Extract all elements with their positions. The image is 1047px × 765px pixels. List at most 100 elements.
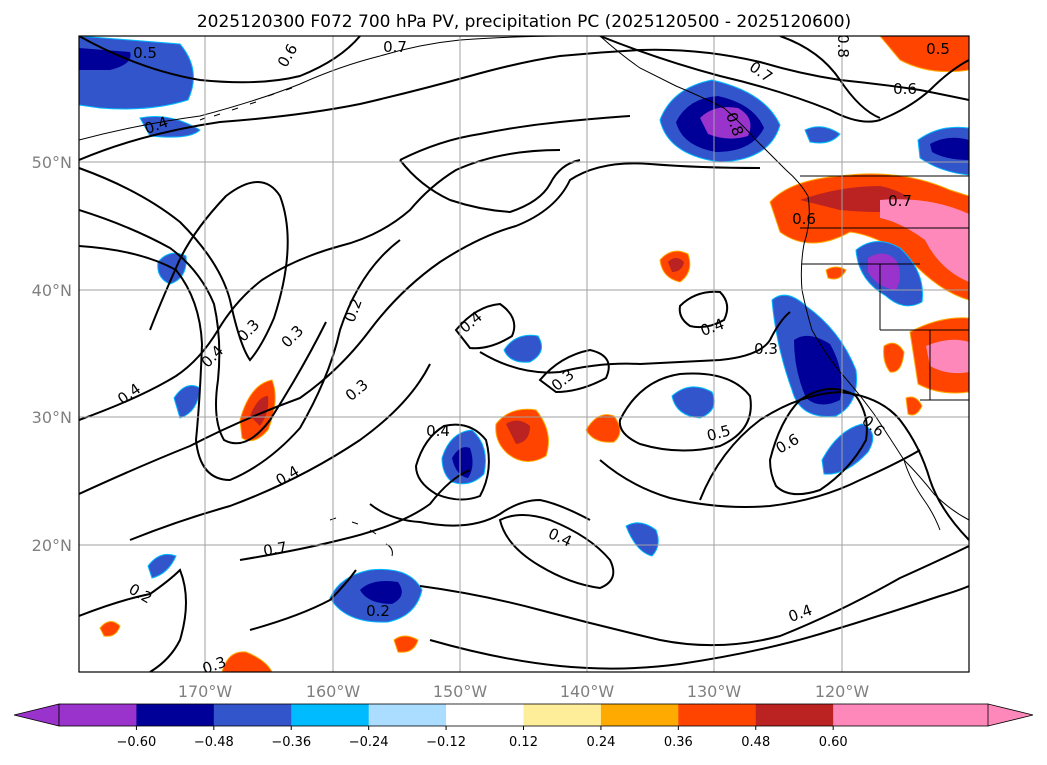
pv-contour (129, 363, 431, 541)
lon-tick-label: 150°W (433, 682, 488, 701)
colorbar-cell (59, 704, 137, 726)
colorbar-cell (368, 704, 447, 726)
pv-contour (79, 209, 327, 445)
colorbar: −0.60 −0.48 −0.36 −0.24 −0.12 0.12 0.24 0.36 0.4… (13, 703, 1034, 750)
pv-contour (779, 36, 881, 119)
precip-positive-region (905, 396, 923, 416)
precip-positive-core (668, 258, 684, 272)
pv-contours (79, 36, 969, 672)
colorbar-tick-label: −0.36 (271, 735, 311, 750)
lat-tick-label: 40°N (32, 281, 72, 300)
pv-contour (79, 162, 761, 495)
colorbar-cell (446, 704, 524, 726)
alaska-coast (79, 36, 561, 141)
pv-contour (454, 302, 516, 350)
precip-shading (79, 36, 969, 672)
aleutian-islands (199, 87, 293, 121)
colorbar-cells (59, 704, 989, 726)
colorbar-tick-label: −0.24 (349, 735, 389, 750)
lon-tick-label: 140°W (560, 682, 615, 701)
lon-tick-label: 120°W (815, 682, 870, 701)
pv-contour (79, 239, 401, 482)
pv-contour (699, 390, 969, 541)
colorbar-over-triangle (987, 703, 1034, 727)
pv-contour (249, 569, 357, 631)
colorbar-tick-label: 0.12 (509, 735, 538, 750)
contour-label: 0.8 (834, 34, 852, 58)
lon-tick-label: 160°W (306, 682, 361, 701)
pv-contour (369, 498, 591, 527)
pv-contour (414, 423, 490, 501)
contour-label: 0.2 (366, 602, 390, 620)
baja-coast (903, 459, 941, 531)
pv-contour (419, 545, 969, 647)
precip-positive-core (250, 396, 269, 426)
contour-label: 0.7 (888, 192, 912, 210)
precip-positive-region (99, 621, 121, 637)
map-frame (78, 35, 970, 673)
colorbar-cell (678, 704, 757, 726)
contour-label: 0.6 (792, 210, 816, 228)
pv-contour (79, 149, 561, 421)
coastlines (79, 36, 969, 557)
contour-label: 0.7 (262, 538, 289, 560)
precip-negative-region (503, 334, 543, 363)
precip-positive-region (883, 342, 905, 373)
lat-ticks: 50°N 40°N 30°N 20°N (32, 153, 72, 555)
precip-negative-core (360, 581, 402, 604)
colorbar-tick-label: 0.48 (741, 735, 770, 750)
pv-contour (79, 167, 289, 362)
colorbar-ticks: −0.60 −0.48 −0.36 −0.24 −0.12 0.12 0.24 0.36 0.4… (116, 726, 848, 750)
colorbar-under-triangle (13, 703, 60, 727)
lon-tick-label: 170°W (178, 682, 233, 701)
pv-contour (618, 372, 752, 452)
colorbar-cell (910, 704, 989, 726)
precip-strong-negative (700, 107, 751, 139)
colorbar-tick-label: 0.24 (586, 735, 615, 750)
pv-contour (399, 115, 631, 161)
colorbar-cell (523, 704, 602, 726)
precip-strong-negative (868, 253, 900, 290)
pv-contour (479, 311, 791, 374)
lon-ticks: 170°W 160°W 150°W 140°W 130°W 120°W (178, 682, 870, 701)
contour-label: 0.5 (926, 40, 950, 58)
pv-contour (538, 348, 610, 394)
graticule (79, 36, 969, 672)
alaska-coast (599, 36, 809, 197)
colorbar-tick-label: 0.36 (664, 735, 693, 750)
precip-negative-core (79, 48, 131, 70)
contour-label: 0.6 (893, 80, 917, 98)
pv-contour (79, 568, 187, 672)
precip-positive-core (506, 420, 530, 444)
colorbar-tick-label: 0.60 (819, 735, 848, 750)
precip-strong-positive (926, 339, 969, 374)
precip-negative-region (804, 126, 841, 144)
precip-negative-region (147, 553, 177, 579)
contour-label: 0.7 (383, 38, 407, 56)
colorbar-cell (833, 704, 912, 726)
colorbar-cell (600, 704, 679, 726)
pv-contour (239, 469, 471, 561)
contour-label: 0.3 (200, 653, 229, 678)
pv-contour (79, 36, 361, 84)
pv-contour (678, 290, 729, 329)
contour-label: 0.5 (133, 44, 157, 62)
contour-label: 0.4 (426, 422, 450, 440)
pv-contour (599, 36, 969, 123)
state-borders (800, 227, 969, 401)
lat-tick-label: 50°N (32, 153, 72, 172)
colorbar-cell (136, 704, 215, 726)
pv-contour (498, 514, 615, 590)
map-area[interactable]: 0.5 0.6 0.7 0.8 0.7 0.6 0.5 0.6 0.8 0.7 … (79, 34, 969, 678)
lat-tick-label: 30°N (32, 408, 72, 427)
precip-negative-core (794, 335, 842, 405)
precip-positive-region (825, 266, 847, 280)
precip-negative-region (139, 116, 201, 138)
precip-strong-positive (880, 199, 969, 282)
colorbar-tick-label: −0.48 (194, 735, 234, 750)
pv-contour (79, 48, 969, 161)
colorbar-cell (755, 704, 834, 726)
colorbar-tick-label: −0.60 (116, 735, 156, 750)
pv-contour (399, 159, 581, 214)
